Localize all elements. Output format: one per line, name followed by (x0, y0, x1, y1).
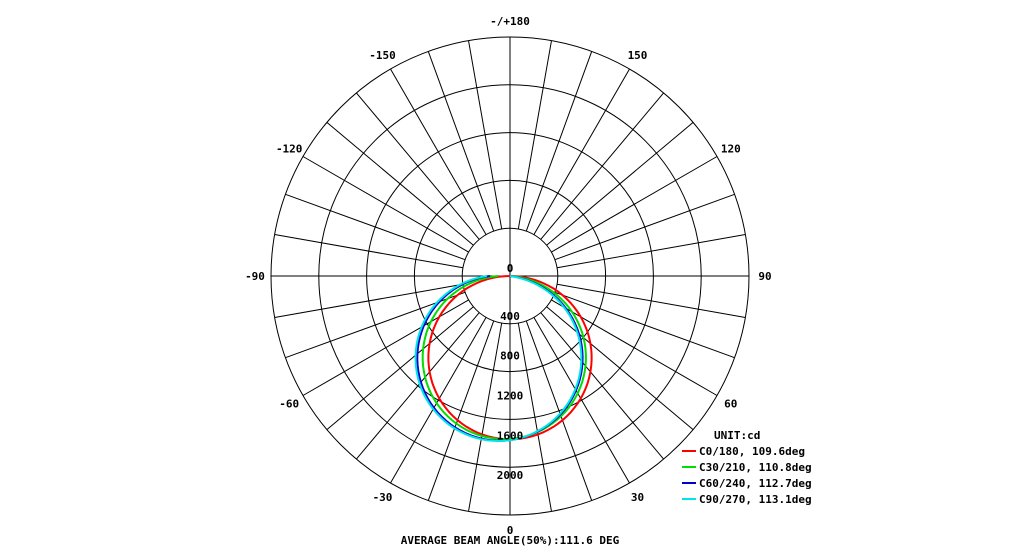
grid-spoke (525, 51, 593, 232)
unit-label: UNIT:cd (714, 429, 760, 442)
series-curve (421, 275, 587, 441)
angle-label: -150 (369, 49, 396, 62)
grid-spoke (557, 234, 746, 269)
grid-spoke (517, 40, 552, 229)
legend-entry: C30/210, 110.8deg (699, 461, 812, 474)
grid-spoke (285, 193, 466, 261)
legend-entry: C0/180, 109.6deg (699, 445, 805, 458)
grid-spoke (468, 40, 503, 229)
radial-tick-label: 400 (500, 310, 520, 323)
grid-spoke (390, 317, 487, 484)
grid-spoke (546, 306, 694, 430)
grid-spoke (525, 320, 593, 501)
angle-label: -60 (279, 398, 299, 411)
radial-tick-label: 0 (507, 262, 514, 275)
grid-spoke (540, 92, 664, 240)
grid-spoke (356, 92, 480, 240)
grid-spoke (517, 323, 552, 512)
grid-spoke (302, 299, 469, 396)
grid-spoke (274, 283, 463, 318)
series-curve (414, 275, 583, 443)
angle-label: 30 (631, 491, 644, 504)
legend-entry: C90/270, 113.1deg (699, 493, 812, 506)
curves (414, 275, 593, 443)
radial-tick-label: 1600 (497, 429, 524, 442)
labels: -/+180 150 120 90 60 30 -30 -60 -90 -120 -150 0 400 8… (245, 15, 772, 537)
grid-spoke (468, 323, 503, 512)
angle-label: 120 (721, 143, 741, 156)
angle-label: 150 (628, 49, 648, 62)
angle-label: -120 (276, 143, 303, 156)
angle-label: -/+180 (490, 15, 530, 28)
grid-spoke (551, 299, 718, 396)
angle-label: -90 (245, 270, 265, 283)
grid-spoke (557, 283, 746, 318)
grid-spoke (533, 317, 630, 484)
radial-tick-label: 800 (500, 350, 520, 363)
angle-label: 60 (724, 398, 737, 411)
grid-spoke (356, 312, 480, 460)
grid-spoke (390, 68, 487, 235)
angle-label: 90 (758, 270, 771, 283)
grid-spoke (427, 51, 495, 232)
radial-tick-label: 1200 (497, 390, 524, 403)
grid-spoke (551, 156, 718, 253)
grid-spoke (554, 291, 735, 359)
grid-spoke (326, 122, 474, 246)
grid-spoke (533, 68, 630, 235)
grid-spoke (427, 320, 495, 501)
polar-grid (270, 36, 750, 516)
legend-entry: C60/240, 112.7deg (699, 477, 812, 490)
radial-tick-label-bottom: 0 (507, 524, 514, 537)
grid-spoke (540, 312, 664, 460)
beam-angle-footer: AVERAGE BEAM ANGLE(50%):111.6 DEG (401, 534, 620, 547)
grid-spoke (554, 193, 735, 261)
radial-tick-label: 2000 (497, 469, 524, 482)
grid-spoke (274, 234, 463, 269)
angle-label: -30 (373, 491, 393, 504)
grid-spoke (546, 122, 694, 246)
grid-spoke (326, 306, 474, 430)
grid-spoke (302, 156, 469, 253)
legend: UNIT:cd C0/180, 109.6deg C30/210, 110.8de… (682, 429, 812, 506)
